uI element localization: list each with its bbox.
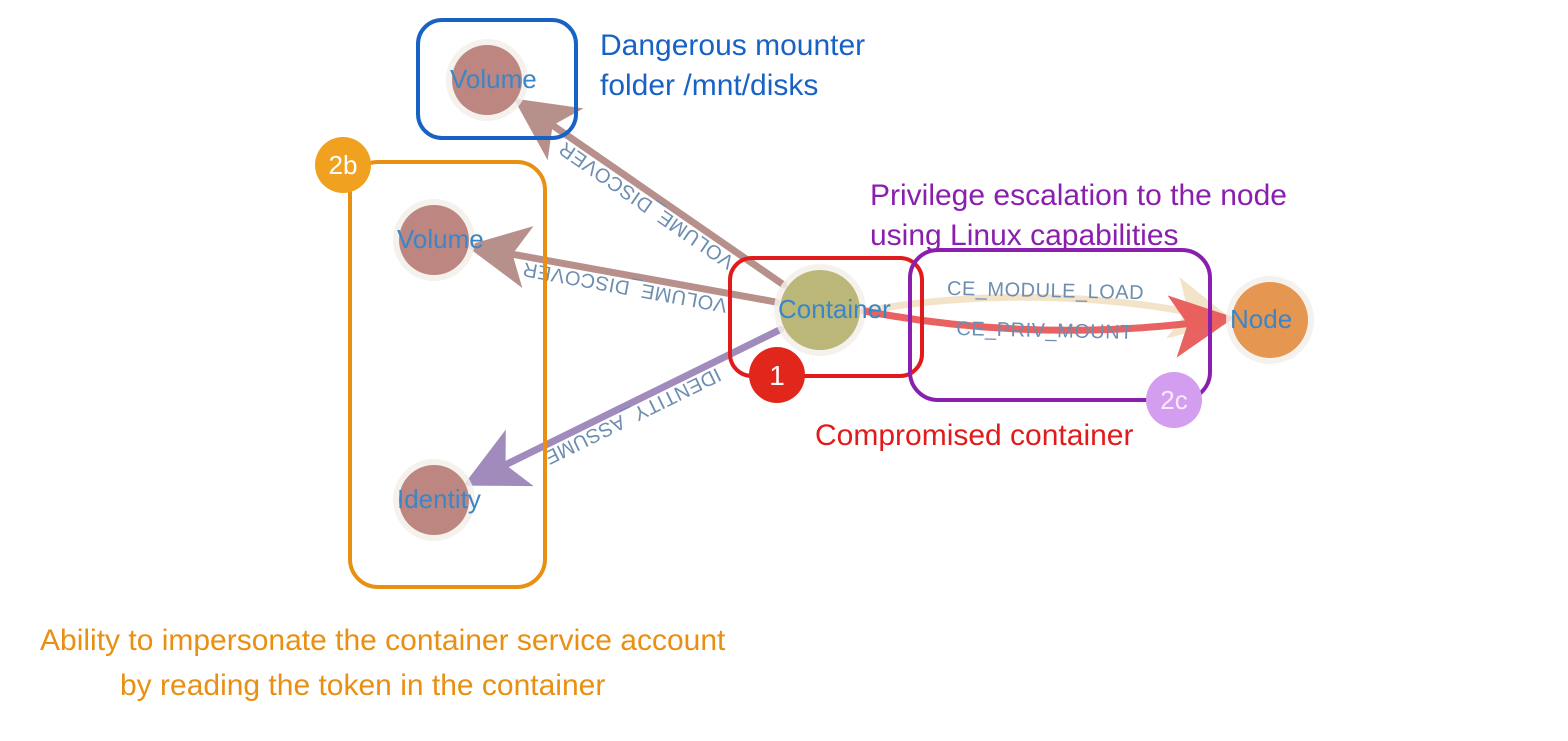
node-node_right: Node	[1226, 276, 1314, 364]
node-identity: Identity	[393, 459, 481, 541]
annotation-purple_2: using Linux capabilities	[870, 219, 1179, 252]
annotation-orange_1: Ability to impersonate the container ser…	[40, 624, 726, 657]
node-container: Container	[774, 264, 891, 356]
edge-label-identity: IDENTITY_ASSUME	[540, 363, 724, 469]
annotation-red_1: Compromised container	[815, 419, 1133, 452]
node-label-volume_mid: Volume	[397, 224, 484, 254]
edge-label-ce_mod: CE_MODULE_LOAD	[947, 278, 1145, 304]
node-label-identity: Identity	[397, 484, 481, 514]
node-volume_mid: Volume	[393, 199, 484, 281]
node-label-node_right: Node	[1230, 304, 1292, 334]
node-label-container: Container	[778, 294, 891, 324]
edge-label-vol_top: VOLUME_DISCOVER	[555, 137, 738, 273]
svg-text:IDENTITY_ASSUME: IDENTITY_ASSUME	[540, 363, 724, 469]
annotations-layer: Dangerous mounter folder /mnt/disks Privil…	[40, 29, 1287, 702]
svg-text:2b: 2b	[329, 150, 358, 180]
edge-identity	[473, 329, 781, 481]
svg-text:2c: 2c	[1160, 385, 1187, 415]
node-label-volume_top: Volume	[450, 64, 537, 94]
svg-text:CE_PRIV_MOUNT: CE_PRIV_MOUNT	[956, 318, 1133, 344]
edge-label-ce_priv: CE_PRIV_MOUNT	[956, 318, 1133, 344]
svg-text:VOLUME_DISCOVER: VOLUME_DISCOVER	[555, 137, 738, 273]
svg-text:CE_MODULE_LOAD: CE_MODULE_LOAD	[947, 278, 1145, 304]
badge-b1: 1	[749, 347, 805, 403]
badge-b2c: 2c	[1146, 372, 1202, 428]
annotation-purple_1: Privilege escalation to the node	[870, 179, 1287, 212]
annotation-orange_2: by reading the token in the container	[120, 669, 605, 702]
annotation-blue_2: folder /mnt/disks	[600, 69, 818, 102]
badge-b2b: 2b	[315, 137, 371, 193]
svg-text:1: 1	[769, 360, 785, 391]
annotation-blue_1: Dangerous mounter	[600, 29, 865, 62]
